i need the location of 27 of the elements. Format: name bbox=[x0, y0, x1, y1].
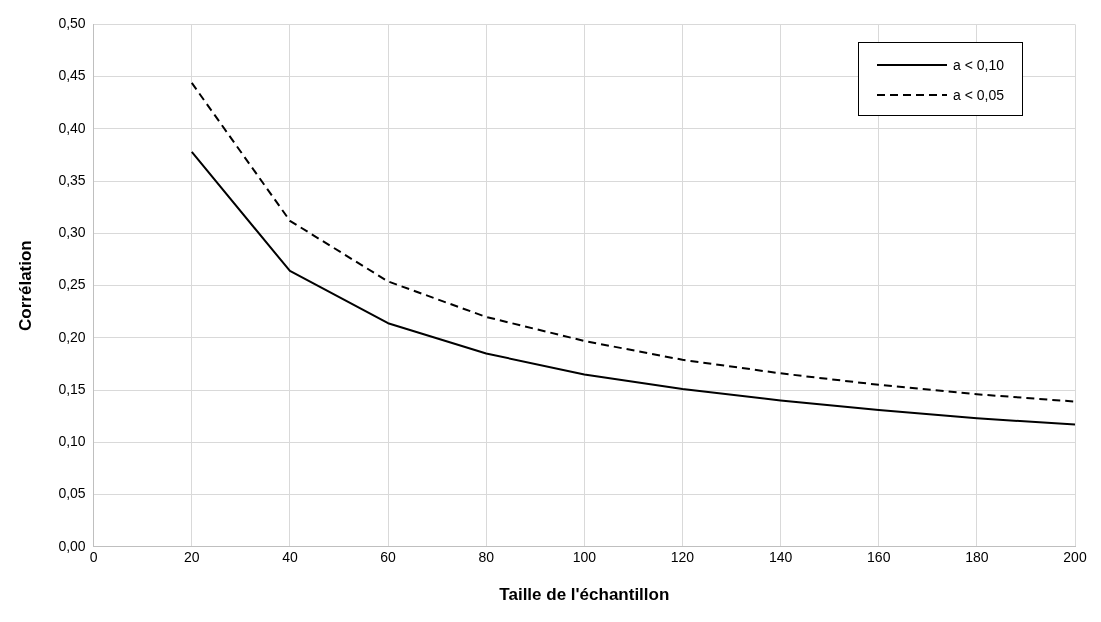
x-tick-label: 100 bbox=[572, 549, 597, 566]
line-series bbox=[190, 81, 1075, 403]
y-tick-label: 0,30 bbox=[58, 224, 86, 241]
legend-label: a < 0,10 bbox=[953, 57, 1004, 74]
y-tick-label: 0,35 bbox=[58, 171, 86, 188]
y-tick-label: 0,05 bbox=[58, 485, 86, 502]
x-tick-label: 140 bbox=[768, 549, 793, 566]
x-tick-label: 160 bbox=[867, 549, 891, 566]
x-axis-title: Taille de l'échantillon bbox=[499, 585, 670, 605]
y-tick-label: 0,25 bbox=[58, 276, 86, 293]
legend-label: a < 0,05 bbox=[953, 87, 1004, 104]
x-tick-label: 180 bbox=[965, 549, 989, 566]
y-tick-label: 0,50 bbox=[58, 15, 86, 32]
x-tick-label: 60 bbox=[380, 549, 397, 566]
x-tick-label: 40 bbox=[282, 549, 298, 566]
y-tick-label: 0,10 bbox=[58, 433, 86, 450]
x-tick-label: 20 bbox=[183, 549, 200, 566]
x-tick-label: 80 bbox=[478, 549, 495, 566]
x-tick-label: 0 bbox=[89, 549, 98, 566]
y-axis-title: Corrélation bbox=[15, 240, 35, 331]
y-tick-label: 0,15 bbox=[58, 380, 86, 397]
y-tick-label: 0,45 bbox=[58, 67, 86, 84]
x-tick-label: 200 bbox=[1063, 549, 1087, 566]
y-tick-label: 0,20 bbox=[58, 328, 86, 345]
y-tick-label: 0,40 bbox=[58, 119, 86, 136]
x-tick-label: 120 bbox=[670, 549, 695, 566]
y-tick-label: 0,00 bbox=[58, 537, 86, 554]
